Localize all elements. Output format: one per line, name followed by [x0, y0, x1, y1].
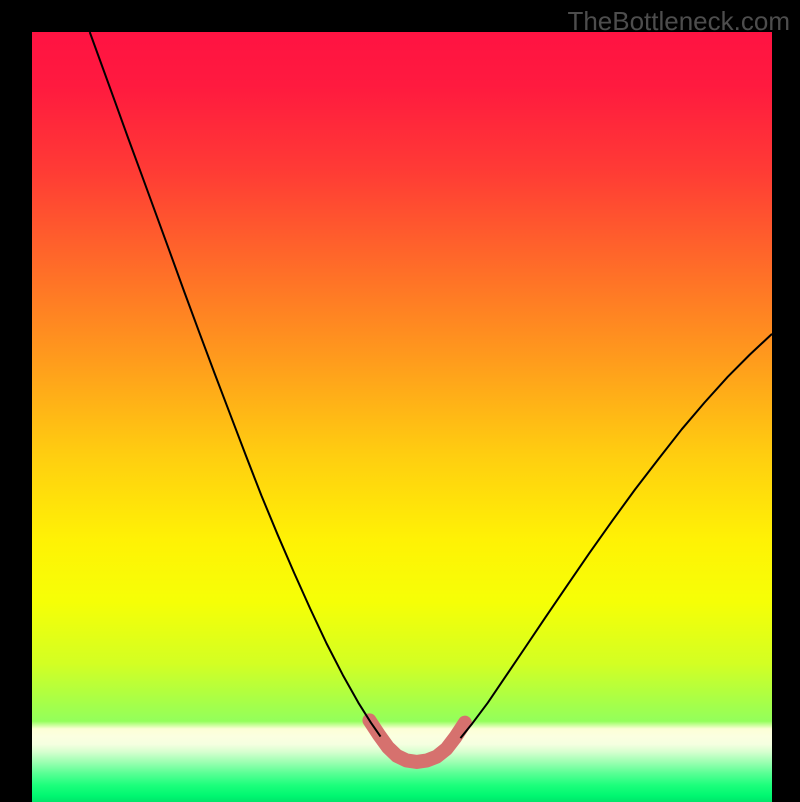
bottleneck-chart	[32, 32, 772, 802]
plot-frame	[30, 30, 770, 800]
watermark-text: TheBottleneck.com	[567, 6, 790, 37]
